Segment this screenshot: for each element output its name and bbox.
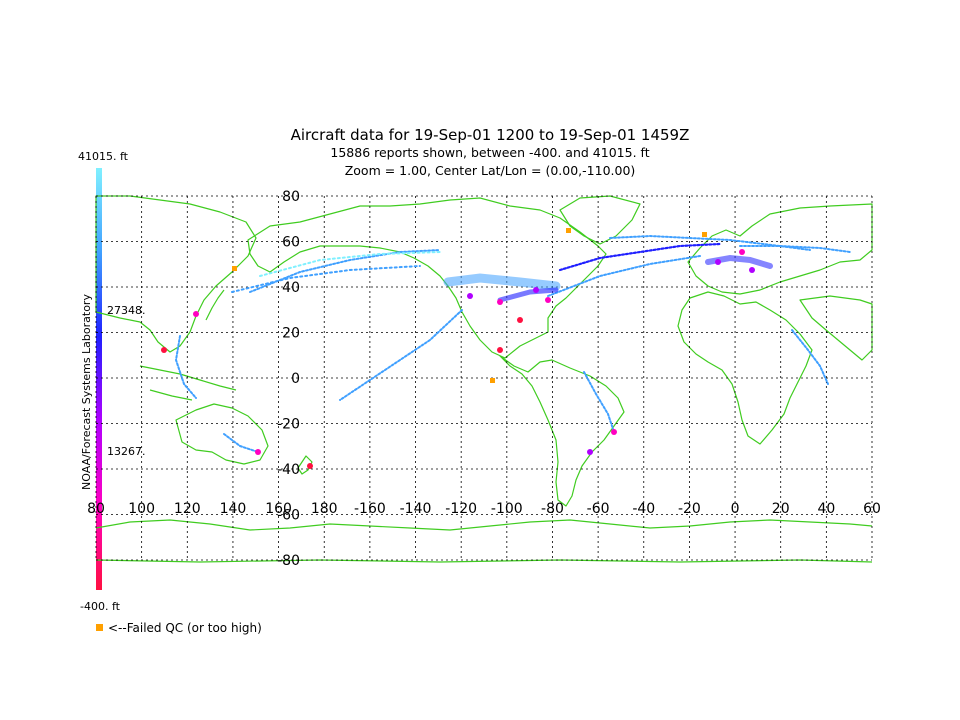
map-subtitle: 15886 reports shown, between -400. and 4… [330, 145, 650, 160]
hotspot-us-4 [517, 317, 523, 323]
track-south-america [583, 371, 615, 433]
hotspot-us-3 [533, 287, 539, 293]
track-eurasia-north [739, 245, 851, 253]
failed-qc-report-4 [490, 378, 495, 383]
lat-label: 80 [282, 189, 300, 205]
lat-label: -80 [277, 553, 300, 569]
track-pacific-2 [259, 251, 441, 277]
hotspot-eu-2 [739, 249, 745, 255]
hotspot-sa-2 [587, 449, 593, 455]
hotspot-nz-1 [307, 463, 313, 469]
lon-label: -80 [541, 501, 564, 517]
failed-qc-swatch [96, 624, 103, 631]
lat-label: -60 [277, 508, 300, 524]
lat-label: 40 [282, 280, 300, 296]
hotspot-us-1 [467, 293, 473, 299]
track-north-atlantic-2 [547, 255, 701, 297]
colorbar-strip [96, 168, 102, 590]
lon-label: -20 [678, 501, 701, 517]
new-zealand-coast [297, 455, 313, 475]
failed-qc-report-2 [566, 228, 571, 233]
hotspot-asia-2 [161, 347, 167, 353]
hotspot-us-2 [497, 299, 503, 305]
map-zoom-info: Zoom = 1.00, Center Lat/Lon = (0.00,-110… [344, 163, 636, 178]
lon-label: -100 [491, 501, 523, 517]
lon-label: -120 [445, 501, 477, 517]
lat-label: -40 [277, 462, 300, 478]
hotspot-us-5 [545, 297, 551, 303]
map-title: Aircraft data for 19-Sep-01 1200 to 19-S… [290, 126, 690, 144]
south-america-coast [499, 355, 625, 507]
track-north-atlantic-3 [609, 234, 811, 251]
lon-label: -40 [632, 501, 655, 517]
north-america-coast [247, 197, 607, 359]
lon-label: -140 [400, 501, 432, 517]
asia-east-coast [95, 195, 257, 353]
lon-label: -160 [354, 501, 386, 517]
lat-label: 60 [282, 235, 300, 251]
track-pacific-south [339, 309, 463, 401]
track-africa-east [791, 329, 829, 385]
latitude-labels: 80 60 40 20 0 -20 -40 -60 -80 [277, 189, 300, 569]
hotspot-ca-1 [497, 347, 503, 353]
colorbar-vertical-label: NOAA/Forecast Systems Laboratory [80, 294, 93, 490]
lon-label: 140 [220, 501, 247, 517]
coastlines [95, 195, 873, 563]
lon-label: 80 [87, 501, 105, 517]
lon-label: 60 [863, 501, 881, 517]
colorbar: 41015. ft 27348. 13267. -400. ft NOAA/Fo… [78, 150, 146, 613]
hotspot-au-1 [255, 449, 261, 455]
failed-qc-label: <--Failed QC (or too high) [108, 621, 262, 635]
colorbar-top-label: 41015. ft [78, 150, 129, 163]
lon-label: 0 [731, 501, 740, 517]
track-us-dense [443, 273, 561, 291]
hotspot-eu-3 [749, 267, 755, 273]
colorbar-mid-high-label: 27348. [107, 304, 146, 317]
lon-label: 180 [311, 501, 338, 517]
hotspot-eu-1 [715, 259, 721, 265]
lat-label: 0 [291, 371, 300, 387]
track-pacific-1 [249, 249, 441, 293]
africa-coast [677, 291, 813, 445]
antarctica-coast [95, 519, 873, 531]
colorbar-mid-low-label: 13267. [107, 445, 146, 458]
lon-label: -60 [587, 501, 610, 517]
eurasia-coast [687, 203, 873, 295]
lon-label: 40 [817, 501, 835, 517]
lon-label: 20 [772, 501, 790, 517]
japan-coast [205, 289, 225, 321]
antarctica-shelf [95, 559, 873, 563]
australia-coast [175, 403, 269, 465]
lat-lon-grid [95, 195, 873, 561]
lon-label: 100 [128, 501, 155, 517]
lat-label: -20 [277, 417, 300, 433]
track-north-atlantic-1 [558, 242, 722, 272]
track-australia [223, 433, 259, 453]
failed-qc-report-1 [232, 266, 237, 271]
hotspot-asia-1 [193, 311, 199, 317]
lon-label: 160 [265, 501, 292, 517]
hotspot-sa-1 [611, 429, 617, 435]
middle-east-coast [799, 295, 873, 361]
low-altitude-reports [161, 228, 755, 469]
indonesia-coast [139, 365, 237, 401]
greenland-coast [559, 195, 641, 245]
map-title-block: Aircraft data for 19-Sep-01 1200 to 19-S… [220, 126, 760, 180]
track-pacific-3 [231, 265, 421, 293]
failed-qc-report-3 [702, 232, 707, 237]
lon-label: 120 [174, 501, 201, 517]
lat-label: 20 [282, 326, 300, 342]
colorbar-bottom-label: -400. ft [80, 600, 121, 613]
track-asia [174, 335, 197, 399]
failed-qc-legend: <--Failed QC (or too high) [96, 621, 262, 635]
track-us-east [497, 287, 559, 303]
longitude-labels: 80 100 120 140 160 180 -160 -140 -120 -100 -80 -60 -… [87, 501, 881, 517]
